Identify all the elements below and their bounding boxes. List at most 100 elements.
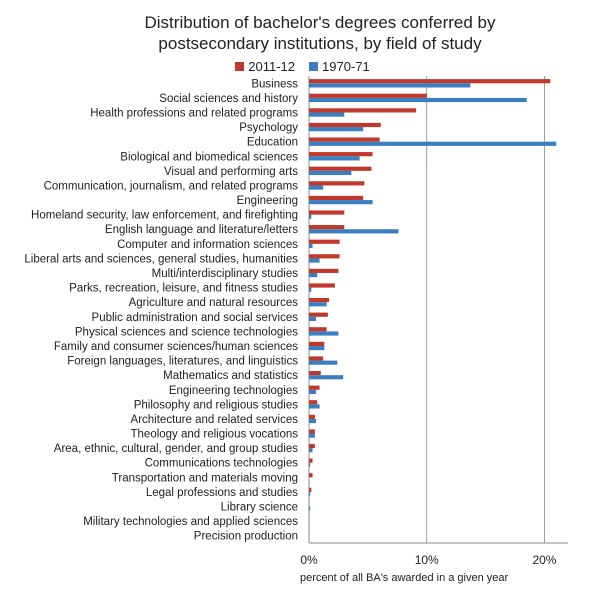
bar-business-2011-12: [309, 79, 551, 84]
bar-legal-professions-and-studies-1970-71: [309, 491, 311, 497]
category-label-mathematics-and-statistics: Mathematics and statistics: [163, 370, 298, 382]
bar-education-1970-71: [309, 141, 557, 146]
category-label-communication-journalism-and-related-programs: Communication, journalism, and related p…: [44, 180, 299, 192]
category-label-education: Education: [247, 137, 298, 149]
bar-biological-and-biomedical-sciences-2011-12: [309, 152, 373, 157]
category-label-computer-and-information-sciences: Computer and information sciences: [117, 239, 298, 251]
bar-communication-journalism-and-related-programs-2011-12: [309, 181, 365, 186]
bar-computer-and-information-sciences-2011-12: [309, 239, 340, 244]
bar-homeland-security-law-enforcement-and-firefighting-1970-71: [309, 214, 312, 219]
category-label-homeland-security-law-enforcement-and-firefighting: Homeland security, law enforcement, and …: [31, 210, 298, 222]
bar-public-administration-and-social-services-2011-12: [309, 312, 328, 317]
bar-health-professions-and-related-programs-2011-12: [309, 108, 417, 113]
x-axis-label: percent of all BA's awarded in a given y…: [300, 572, 509, 584]
bar-engineering-1970-71: [309, 200, 373, 205]
category-label-communications-technologies: Communications technologies: [145, 458, 299, 470]
bar-philosophy-and-religious-studies-1970-71: [309, 404, 320, 409]
legend-item-2011-12: 2011-12: [235, 58, 295, 74]
bar-multi-interdisciplinary-studies-1970-71: [309, 273, 318, 278]
bar-homeland-security-law-enforcement-and-firefighting-2011-12: [309, 210, 345, 215]
bar-agriculture-and-natural-resources-2011-12: [309, 298, 330, 303]
bar-communications-technologies-2011-12: [309, 458, 313, 463]
category-label-multi-interdisciplinary-studies: Multi/interdisciplinary studies: [152, 268, 299, 280]
category-label-public-administration-and-social-services: Public administration and social service…: [92, 312, 299, 324]
legend-item-1970-71: 1970-71: [309, 58, 370, 74]
bar-public-administration-and-social-services-1970-71: [309, 316, 317, 321]
bar-communication-journalism-and-related-programs-1970-71: [309, 185, 324, 190]
legend: 2011-12 1970-71: [0, 58, 605, 74]
bar-foreign-languages-literatures-and-linguistics-2011-12: [309, 356, 324, 361]
category-label-transportation-and-materials-moving: Transportation and materials moving: [112, 472, 298, 484]
chart-title: Distribution of bachelor's degrees confe…: [60, 12, 580, 54]
legend-label-1970-71: 1970-71: [322, 58, 370, 74]
bar-theology-and-religious-vocations-2011-12: [309, 429, 315, 434]
category-label-architecture-and-related-services: Architecture and related services: [131, 414, 299, 426]
category-label-library-science: Library science: [221, 502, 298, 514]
bar-computer-and-information-sciences-1970-71: [309, 243, 313, 249]
legend-swatch-1970-71: [309, 61, 319, 71]
legend-swatch-2011-12: [235, 61, 245, 71]
bar-psychology-1970-71: [309, 127, 364, 132]
bar-english-language-and-literature-letters-1970-71: [309, 229, 399, 234]
bar-physical-sciences-and-science-technologies-2011-12: [309, 327, 327, 332]
bar-social-sciences-and-history-1970-71: [309, 97, 527, 103]
category-label-liberal-arts-and-sciences-general-studies-humanities: Liberal arts and sciences, general studi…: [24, 253, 298, 265]
bar-engineering-technologies-2011-12: [309, 385, 320, 390]
bar-mathematics-and-statistics-2011-12: [309, 370, 321, 376]
category-label-health-professions-and-related-programs: Health professions and related programs: [90, 107, 298, 119]
bar-engineering-2011-12: [309, 195, 364, 201]
bar-agriculture-and-natural-resources-1970-71: [309, 302, 327, 307]
category-label-foreign-languages-literatures-and-linguistics: Foreign languages, literatures, and ling…: [67, 356, 298, 368]
bar-foreign-languages-literatures-and-linguistics-1970-71: [309, 360, 338, 365]
x-tick-label-1: 10%: [415, 553, 439, 567]
bar-family-and-consumer-sciences-human-sciences-1970-71: [309, 345, 325, 351]
legend-label-2011-12: 2011-12: [248, 58, 296, 74]
bar-library-science-1970-71: [309, 506, 311, 511]
category-label-theology-and-religious-vocations: Theology and religious vocations: [131, 429, 299, 441]
category-label-parks-recreation-leisure-and-fitness-studies: Parks, recreation, leisure, and fitness …: [69, 283, 298, 295]
category-label-social-sciences-and-history: Social sciences and history: [159, 93, 298, 105]
bar-architecture-and-related-services-2011-12: [309, 414, 315, 419]
category-label-precision-production: Precision production: [194, 531, 298, 543]
category-label-psychology: Psychology: [239, 122, 298, 134]
category-label-legal-professions-and-studies: Legal professions and studies: [146, 487, 298, 499]
bar-area-ethnic-cultural-gender-and-group-studies-1970-71: [309, 448, 313, 453]
bar-visual-and-performing-arts-1970-71: [309, 170, 352, 176]
bar-communications-technologies-1970-71: [309, 462, 311, 467]
category-label-philosophy-and-religious-studies: Philosophy and religious studies: [134, 399, 299, 411]
category-label-family-and-consumer-sciences-human-sciences: Family and consumer sciences/human scien…: [54, 341, 298, 353]
category-label-engineering: Engineering: [237, 195, 298, 207]
bar-english-language-and-literature-letters-2011-12: [309, 225, 345, 230]
bar-psychology-2011-12: [309, 122, 381, 128]
bar-social-sciences-and-history-2011-12: [309, 93, 427, 98]
bar-family-and-consumer-sciences-human-sciences-2011-12: [309, 341, 325, 346]
category-label-physical-sciences-and-science-technologies: Physical sciences and science technologi…: [75, 326, 298, 338]
bar-legal-professions-and-studies-2011-12: [309, 487, 312, 492]
bar-physical-sciences-and-science-technologies-1970-71: [309, 331, 339, 336]
bar-business-1970-71: [309, 83, 471, 88]
bar-philosophy-and-religious-studies-2011-12: [309, 400, 318, 405]
bar-education-2011-12: [309, 137, 380, 142]
bar-area-ethnic-cultural-gender-and-group-studies-2011-12: [309, 443, 315, 449]
bar-engineering-technologies-1970-71: [309, 389, 317, 394]
bar-theology-and-religious-vocations-1970-71: [309, 433, 315, 438]
chart-title-line-2: postsecondary institutions, by field of …: [158, 34, 482, 53]
category-label-military-technologies-and-applied-sciences: Military technologies and applied scienc…: [83, 516, 298, 528]
category-label-business: Business: [251, 78, 298, 90]
bar-parks-recreation-leisure-and-fitness-studies-1970-71: [309, 287, 312, 292]
bar-architecture-and-related-services-1970-71: [309, 418, 317, 424]
chart-title-line-1: Distribution of bachelor's degrees confe…: [144, 13, 496, 32]
bar-parks-recreation-leisure-and-fitness-studies-2011-12: [309, 283, 335, 288]
bar-visual-and-performing-arts-2011-12: [309, 166, 372, 171]
bar-liberal-arts-and-sciences-general-studies-humanities-2011-12: [309, 254, 340, 259]
bar-mathematics-and-statistics-1970-71: [309, 375, 344, 380]
category-label-agriculture-and-natural-resources: Agriculture and natural resources: [129, 297, 299, 309]
category-label-area-ethnic-cultural-gender-and-group-studies: Area, ethnic, cultural, gender, and grou…: [54, 443, 298, 455]
bar-liberal-arts-and-sciences-general-studies-humanities-1970-71: [309, 258, 320, 263]
bar-transportation-and-materials-moving-2011-12: [309, 473, 313, 478]
bar-biological-and-biomedical-sciences-1970-71: [309, 156, 360, 161]
category-label-english-language-and-literature-letters: English language and literature/letters: [105, 224, 298, 236]
category-label-biological-and-biomedical-sciences: Biological and biomedical sciences: [120, 151, 298, 163]
